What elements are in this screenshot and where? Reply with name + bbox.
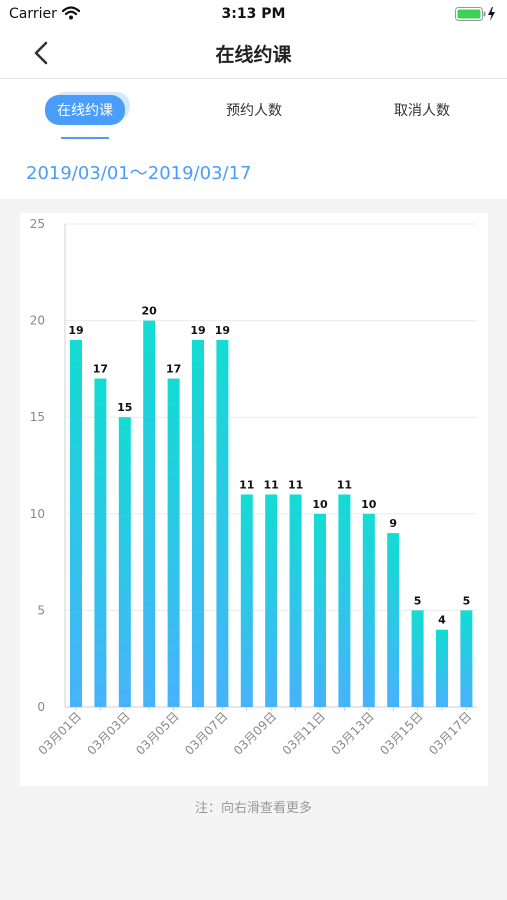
x-tick-label: 03月09日	[231, 709, 279, 757]
x-tick-label: 03月03日	[84, 709, 132, 757]
bar	[338, 494, 351, 707]
x-tick-label: 03月11日	[280, 709, 328, 757]
bar	[143, 320, 156, 707]
bar	[289, 494, 302, 707]
x-tick-label: 03月17日	[426, 709, 474, 757]
data-label: 11	[264, 478, 279, 491]
y-tick-label: 10	[30, 507, 45, 521]
navigation-bar: 在线约课	[0, 28, 507, 79]
date-range[interactable]: 2019/03/01～2019/03/17	[26, 163, 252, 184]
data-label: 5	[414, 594, 422, 607]
tab-online-booking[interactable]: 在线约课	[30, 79, 140, 141]
data-label: 5	[463, 594, 471, 607]
bar	[167, 378, 180, 707]
data-label: 17	[166, 363, 181, 376]
tab-label: 取消人数	[394, 103, 450, 119]
tab-booking-count[interactable]: 预约人数	[199, 79, 309, 141]
bar	[314, 513, 326, 707]
page-title: 在线约课	[215, 44, 292, 66]
tab-label: 在线约课	[45, 95, 125, 125]
back-button[interactable]	[28, 38, 58, 68]
status-bar: Carrier 3:13 PM	[0, 0, 507, 28]
bar	[411, 610, 424, 707]
bar	[387, 533, 400, 707]
data-label: 20	[142, 305, 158, 318]
bar	[94, 378, 107, 707]
tab-cancel-count[interactable]: 取消人数	[367, 79, 477, 141]
data-label: 19	[190, 324, 205, 337]
data-label: 15	[117, 401, 132, 414]
data-label: 11	[288, 478, 303, 491]
x-tick-label: 03月13日	[328, 709, 376, 757]
tab-bar: 在线约课 预约人数 取消人数	[0, 79, 507, 141]
data-label: 19	[68, 324, 83, 337]
y-tick-label: 20	[30, 314, 45, 328]
data-label: 4	[438, 614, 446, 627]
carrier-label: Carrier	[9, 6, 57, 22]
data-label: 19	[215, 324, 230, 337]
active-tab-indicator	[61, 137, 109, 139]
bar	[460, 610, 473, 707]
tab-label: 预约人数	[226, 103, 282, 119]
bar	[216, 339, 229, 707]
bar	[240, 494, 253, 707]
bar	[436, 629, 448, 707]
y-tick-label: 0	[37, 700, 45, 714]
x-tick-label: 03月05日	[133, 709, 181, 757]
bar	[118, 417, 131, 707]
data-label: 10	[312, 498, 328, 511]
data-label: 17	[93, 363, 108, 376]
chart-card: 0 5 10 15 20 25 19 03月01日 17 15 03月03日 20 17 03月05日 19…	[20, 213, 488, 786]
y-tick-label: 25	[30, 217, 45, 231]
data-label: 9	[389, 517, 397, 530]
bar	[70, 339, 82, 707]
status-time: 3:13 PM	[221, 6, 286, 22]
wifi-icon	[62, 6, 80, 20]
chart-note: 注：向右滑查看更多	[194, 801, 312, 816]
y-tick-label: 15	[30, 410, 45, 424]
y-tick-label: 5	[37, 603, 45, 617]
x-tick-label: 03月15日	[377, 709, 425, 757]
data-label: 11	[337, 478, 352, 491]
bottom-area	[0, 830, 507, 900]
data-label: 11	[239, 478, 254, 491]
bar	[362, 513, 375, 707]
battery-icon	[455, 7, 495, 21]
x-tick-label: 03月07日	[182, 709, 230, 757]
bar	[192, 339, 204, 707]
bar	[265, 494, 278, 707]
bar-chart: 0 5 10 15 20 25 19 03月01日 17 15 03月03日 20 17 03月05日 19…	[30, 217, 477, 758]
x-tick-label: 03月01日	[36, 709, 84, 757]
data-label: 10	[361, 498, 377, 511]
date-section: 2019/03/01～2019/03/17	[0, 141, 507, 199]
